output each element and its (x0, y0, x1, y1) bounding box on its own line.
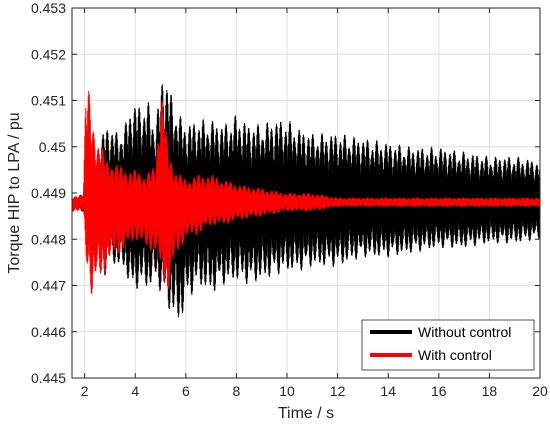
x-tick-label: 8 (233, 383, 241, 399)
x-tick-label: 20 (532, 383, 548, 399)
line-without-control (71, 84, 541, 318)
y-tick-label: 0.447 (31, 278, 66, 294)
y-tick-label: 0.452 (31, 46, 66, 62)
x-tick-label: 12 (330, 383, 346, 399)
y-tick-label: 0.45 (39, 139, 66, 155)
y-axis-label: Torque HIP to LPA / pu (6, 112, 23, 273)
y-tick-label: 0.451 (31, 93, 66, 109)
y-tick-labels: 0.445 0.446 0.447 0.448 0.449 0.45 0.451 0.452 0… (31, 0, 66, 386)
x-tick-label: 14 (380, 383, 396, 399)
y-tick-label: 0.453 (31, 0, 66, 16)
tick-marks (72, 7, 541, 379)
x-tick-label: 18 (482, 383, 498, 399)
y-tick-label: 0.448 (31, 231, 66, 247)
legend: Without control With control (361, 319, 535, 371)
y-tick-label: 0.445 (31, 370, 66, 386)
legend-label-without-control: Without control (418, 324, 511, 340)
x-tick-label: 6 (182, 383, 190, 399)
legend-box (361, 319, 535, 371)
x-tick-label: 16 (431, 383, 447, 399)
x-axis-label: Time / s (278, 405, 334, 422)
x-tick-labels: 2 4 6 8 10 12 14 16 18 20 (81, 383, 548, 399)
x-tick-label: 2 (81, 383, 89, 399)
series-without-control (71, 84, 541, 318)
legend-label-with-control: With control (418, 347, 492, 363)
x-tick-label: 4 (131, 383, 139, 399)
y-tick-label: 0.449 (31, 185, 66, 201)
series-with-control (71, 90, 541, 295)
y-tick-label: 0.446 (31, 324, 66, 340)
x-tick-label: 10 (279, 383, 295, 399)
line-with-control (71, 90, 541, 295)
